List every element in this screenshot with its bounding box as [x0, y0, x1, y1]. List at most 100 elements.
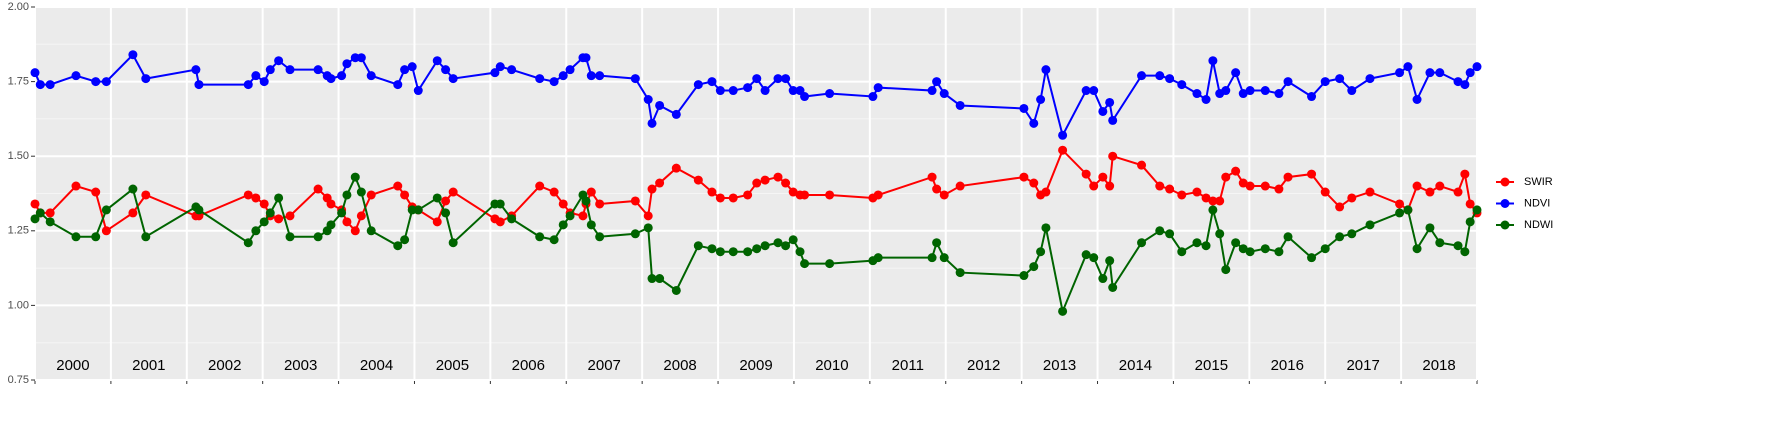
point	[630, 229, 640, 239]
point	[432, 193, 442, 203]
point	[71, 232, 81, 242]
year-label: 2005	[436, 357, 469, 374]
point	[259, 199, 269, 209]
point	[495, 217, 505, 227]
point	[101, 226, 111, 236]
point	[939, 253, 949, 263]
point	[1231, 68, 1241, 78]
point	[432, 217, 442, 227]
point	[1081, 86, 1091, 96]
point	[825, 259, 835, 269]
point	[448, 74, 458, 84]
point	[366, 71, 376, 81]
point	[558, 220, 568, 230]
point	[1177, 247, 1187, 257]
point	[350, 226, 360, 236]
point	[760, 241, 770, 251]
point	[1425, 187, 1435, 197]
point	[1155, 226, 1165, 236]
point	[586, 187, 596, 197]
point	[1231, 238, 1241, 248]
point	[693, 175, 703, 185]
point	[932, 184, 942, 194]
point	[1412, 181, 1422, 191]
point	[1089, 253, 1099, 263]
point	[781, 178, 791, 188]
point	[1089, 86, 1099, 96]
y-tick-label: 1.25	[8, 225, 29, 237]
point	[1192, 238, 1202, 248]
point	[1036, 95, 1046, 105]
year-label: 2014	[1119, 357, 1152, 374]
point	[35, 208, 45, 218]
point	[781, 74, 791, 84]
point	[1208, 205, 1218, 215]
point	[71, 71, 81, 81]
point	[655, 178, 665, 188]
point	[1221, 86, 1231, 96]
point	[1307, 253, 1317, 263]
point	[1098, 106, 1108, 116]
point	[350, 172, 360, 182]
point	[342, 190, 352, 200]
point	[1137, 238, 1147, 248]
point	[1320, 187, 1330, 197]
point	[251, 193, 261, 203]
point	[1137, 71, 1147, 81]
point	[743, 247, 753, 257]
point	[432, 56, 442, 66]
point	[643, 95, 653, 105]
point	[728, 86, 738, 96]
point	[30, 68, 40, 78]
point	[800, 92, 810, 102]
point	[939, 190, 949, 200]
point	[955, 100, 965, 110]
point	[535, 74, 545, 84]
point	[128, 184, 138, 194]
point	[1029, 262, 1039, 272]
point	[1307, 169, 1317, 179]
point	[643, 223, 653, 233]
point	[1283, 172, 1293, 182]
year-label: 2008	[663, 357, 696, 374]
legend-label: NDWI	[1524, 219, 1553, 231]
point	[1192, 187, 1202, 197]
point	[1435, 238, 1445, 248]
point	[1105, 97, 1115, 107]
point	[1453, 77, 1463, 87]
point	[285, 211, 295, 221]
point	[441, 196, 451, 206]
year-label: 2000	[56, 357, 89, 374]
point	[274, 193, 284, 203]
point	[1245, 181, 1255, 191]
point	[1215, 196, 1225, 206]
point	[265, 65, 275, 75]
legend-label: SWIR	[1524, 176, 1553, 188]
point	[535, 232, 545, 242]
point	[101, 205, 111, 215]
point	[91, 77, 101, 87]
point	[939, 89, 949, 99]
point	[251, 71, 261, 81]
point	[259, 217, 269, 227]
point	[1395, 199, 1405, 209]
point	[873, 190, 883, 200]
point	[191, 65, 201, 75]
legend-label: NDVI	[1524, 197, 1550, 209]
point	[728, 193, 738, 203]
point	[1425, 68, 1435, 78]
point	[1058, 306, 1068, 316]
point	[1395, 208, 1405, 218]
point	[1238, 178, 1248, 188]
point	[1425, 223, 1435, 233]
point	[1137, 160, 1147, 170]
point	[1365, 220, 1375, 230]
point	[788, 86, 798, 96]
point	[1403, 205, 1413, 215]
point	[45, 217, 55, 227]
point	[1412, 244, 1422, 254]
point	[781, 241, 791, 251]
point	[715, 86, 725, 96]
point	[413, 86, 423, 96]
year-label: 2017	[1346, 357, 1379, 374]
